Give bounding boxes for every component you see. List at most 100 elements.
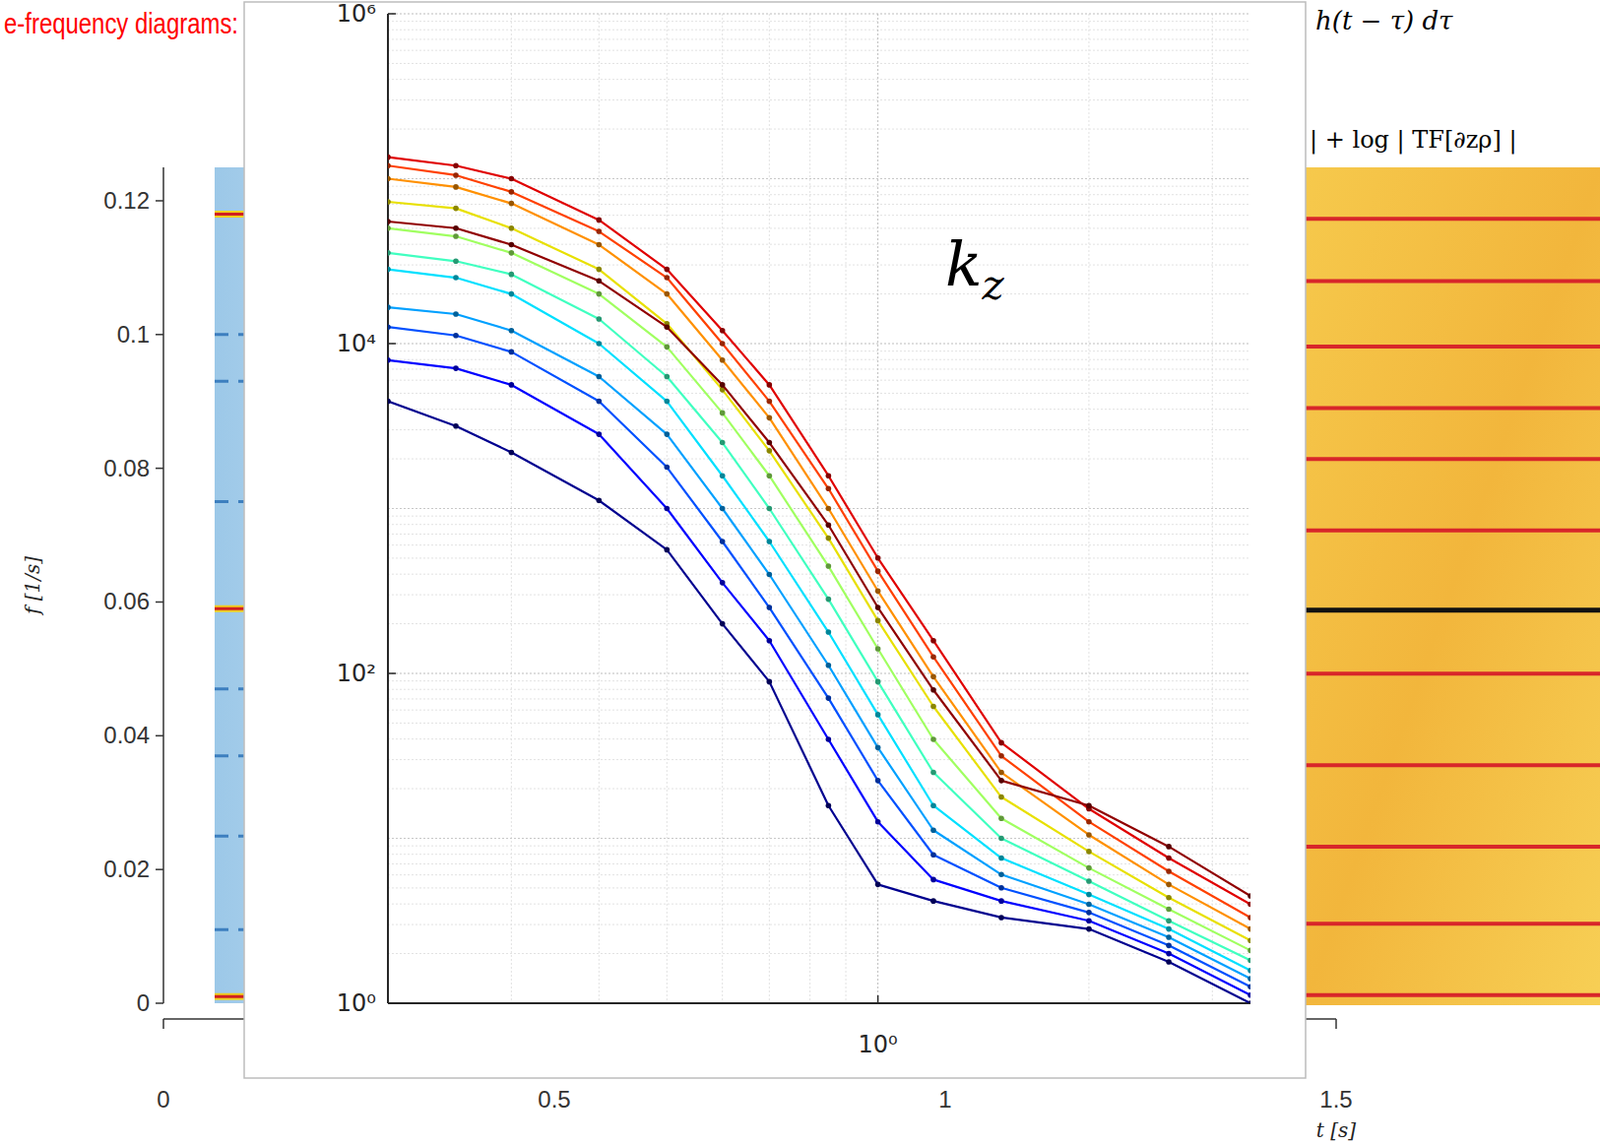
grid-line-minor bbox=[387, 186, 1251, 188]
y-axis bbox=[162, 167, 165, 1004]
grid-line-minor bbox=[387, 227, 1251, 229]
series-marker bbox=[1086, 819, 1092, 826]
series-marker bbox=[596, 398, 603, 405]
series-marker bbox=[767, 572, 773, 578]
series-marker bbox=[452, 311, 459, 318]
series-marker bbox=[875, 604, 882, 611]
series-marker bbox=[875, 555, 882, 562]
series-marker bbox=[767, 538, 773, 545]
grid-line bbox=[387, 673, 1251, 675]
series-marker bbox=[1086, 918, 1092, 925]
series-marker bbox=[767, 604, 773, 611]
series-marker bbox=[452, 258, 459, 265]
series-marker bbox=[719, 472, 726, 479]
right-band bbox=[1305, 528, 1600, 533]
grid-line-minor bbox=[387, 508, 1251, 510]
series-marker bbox=[509, 225, 515, 232]
series-marker bbox=[826, 472, 832, 479]
minor-grid bbox=[387, 13, 1251, 1004]
y-tick-label: 0.06 bbox=[103, 587, 150, 615]
series-marker bbox=[509, 291, 515, 298]
grid-line-minor bbox=[387, 458, 1251, 460]
y-tick-label: 0.12 bbox=[103, 187, 150, 214]
grid-line-minor bbox=[387, 38, 1251, 40]
grid-line-minor bbox=[387, 214, 1251, 216]
series-marker bbox=[452, 184, 459, 191]
y-tick-label: 10⁰ bbox=[336, 989, 377, 1018]
series-marker bbox=[452, 423, 459, 430]
y-tick bbox=[387, 342, 396, 345]
series-line bbox=[387, 221, 1251, 896]
series-marker bbox=[998, 777, 1005, 784]
series-marker bbox=[767, 638, 773, 644]
x-tick-label: 10⁰ bbox=[858, 1030, 898, 1059]
series-marker bbox=[1165, 843, 1172, 850]
grid-line-minor bbox=[387, 244, 1251, 246]
series-marker bbox=[719, 382, 726, 388]
annotation: kz bbox=[945, 228, 1006, 310]
grid-line-minor bbox=[387, 203, 1251, 205]
series-marker bbox=[930, 802, 937, 809]
series-marker bbox=[875, 588, 882, 595]
series-marker bbox=[509, 271, 515, 278]
series-marker bbox=[767, 506, 773, 512]
series-marker bbox=[998, 753, 1005, 760]
x-tick bbox=[877, 995, 880, 1004]
series-marker bbox=[664, 266, 671, 273]
series-marker bbox=[826, 506, 832, 512]
series-marker bbox=[1247, 901, 1251, 908]
series-marker bbox=[1247, 992, 1251, 999]
series-marker bbox=[1247, 926, 1251, 933]
x-axis-title: t [s] bbox=[1316, 1118, 1356, 1143]
x-tick-label: 1.5 bbox=[1319, 1086, 1352, 1113]
grid-line-minor bbox=[387, 544, 1251, 546]
series-marker bbox=[719, 410, 726, 417]
series-marker bbox=[826, 521, 832, 528]
series-marker bbox=[452, 225, 459, 232]
series-marker bbox=[1165, 934, 1172, 941]
y-axis bbox=[386, 13, 389, 1004]
series-marker bbox=[826, 535, 832, 542]
series-marker bbox=[664, 344, 671, 351]
series-marker bbox=[875, 882, 882, 889]
slide-title: e-frequency diagrams: bbox=[3, 6, 239, 40]
series-marker bbox=[1247, 914, 1251, 921]
series-marker bbox=[930, 687, 937, 694]
series-marker bbox=[1165, 906, 1172, 913]
y-tick bbox=[155, 333, 164, 336]
series-marker bbox=[596, 497, 603, 504]
series-marker bbox=[998, 794, 1005, 801]
series-marker bbox=[452, 233, 459, 240]
series-marker bbox=[719, 579, 726, 586]
grid-line-minor bbox=[387, 392, 1251, 394]
grid-line-minor bbox=[387, 887, 1251, 889]
series-marker bbox=[875, 745, 882, 752]
series-marker bbox=[596, 217, 603, 224]
series-marker bbox=[509, 349, 515, 356]
series-marker bbox=[930, 827, 937, 833]
series-marker bbox=[664, 547, 671, 554]
series-line bbox=[387, 401, 1251, 1004]
series-marker bbox=[930, 704, 937, 710]
grid-line-minor bbox=[387, 557, 1251, 559]
right-band bbox=[1305, 344, 1600, 349]
series-marker bbox=[1086, 832, 1092, 838]
y-tick-label: 10⁴ bbox=[336, 329, 377, 358]
y-tick bbox=[155, 868, 164, 871]
grid-line-minor bbox=[387, 759, 1251, 761]
series-marker bbox=[452, 332, 459, 339]
annotation-main: k bbox=[945, 228, 983, 301]
series-marker bbox=[998, 871, 1005, 878]
grid-line bbox=[387, 1003, 1251, 1005]
series-marker bbox=[509, 382, 515, 388]
series-line bbox=[387, 157, 1251, 905]
series-marker bbox=[387, 218, 391, 225]
series-marker bbox=[767, 382, 773, 388]
series-marker bbox=[1086, 926, 1092, 933]
series-marker bbox=[826, 662, 832, 669]
series-marker bbox=[875, 777, 882, 784]
right-band bbox=[1305, 763, 1600, 768]
series-marker bbox=[452, 205, 459, 212]
grid-line-minor bbox=[387, 594, 1251, 596]
series-marker bbox=[719, 357, 726, 364]
